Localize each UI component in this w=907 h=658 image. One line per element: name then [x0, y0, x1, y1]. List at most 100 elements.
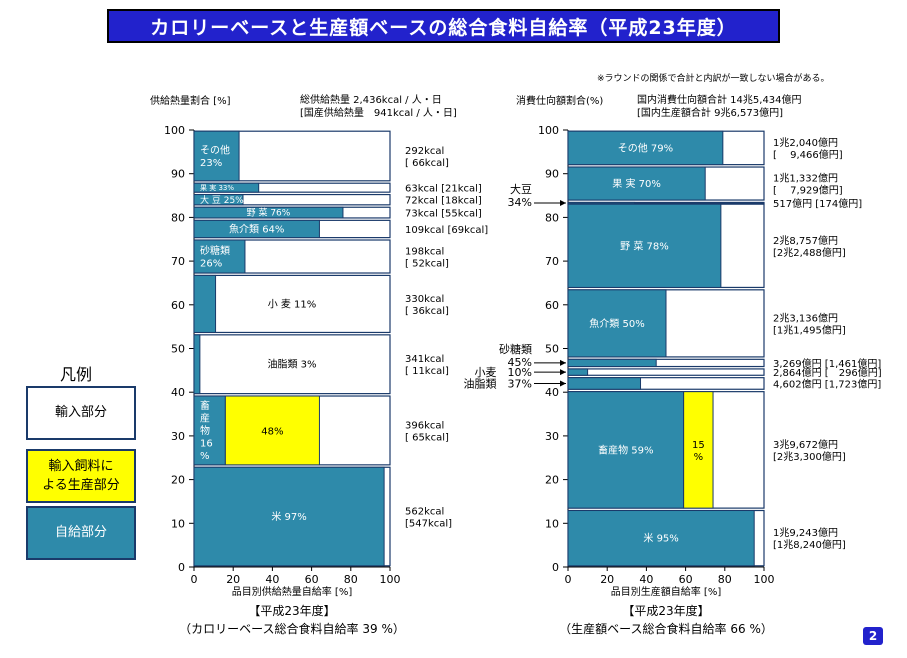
chart1-bar-2-value-1: 396kcal: [405, 420, 444, 431]
chart1-bar-9-label: 果 実 33%: [200, 183, 234, 192]
chart1-bar-5-label: 砂糖類 26%: [200, 244, 230, 270]
chart2-bar-4-import: [567, 368, 765, 376]
chart1-bar-3-value-2: [ 11kcal]: [405, 366, 449, 377]
chart1-bar-10-value-1: 292kcal: [405, 146, 444, 157]
chart1-ytick-label: 20: [171, 474, 185, 487]
chart2-ylabel: 消費仕向額割合(%): [516, 94, 603, 107]
chart2-footer-rate: （生産額ベース総合食料自給率 66 %）: [559, 621, 773, 636]
chart2-bar-2-self: [567, 391, 685, 509]
chart2-bar-9-value-1: 1兆1,332億円: [773, 172, 838, 185]
chart2-bar-10-value-2: [ 9,466億円]: [773, 148, 843, 161]
chart1-bar-10-value-2: [ 66kcal]: [405, 158, 449, 169]
chart2-ytick-label: 60: [545, 299, 559, 312]
page-number: 2: [863, 627, 883, 645]
chart1-bar-6-self: [193, 219, 320, 239]
chart2-bar-5-ext-label: 砂糖類 45%: [499, 342, 532, 369]
chart2-ytick-label: 20: [545, 474, 559, 487]
chart2-bar-1-value-1: 1兆9,243億円: [773, 526, 838, 539]
chart1-xtick-label: 40: [265, 573, 279, 586]
chart1-bar-9-value-1: 63kcal [21kcal]: [405, 184, 482, 195]
chart2-bar-10-label: その他 79%: [618, 141, 673, 154]
chart2-ytick-label: 80: [545, 211, 559, 224]
chart2-bar-9-value-2: [ 7,929億円]: [773, 184, 843, 197]
chart2-bar-2-feed-label: 15%: [692, 440, 705, 463]
chart1-bar-10-label: その他 23%: [200, 143, 230, 169]
chart1-bar-4-self: [193, 274, 217, 333]
chart1-bar-5-self: [193, 239, 246, 274]
chart2-bar-7-self: [567, 203, 722, 288]
chart2-xtick-label: 100: [754, 573, 775, 586]
chart2-xtick-label: 80: [718, 573, 732, 586]
chart2-ytick-label: 100: [538, 124, 559, 137]
chart2-bar-6-value-1: 2兆3,136億円: [773, 311, 838, 324]
chart1-bar-9-self: [193, 182, 260, 193]
chart2-bar-2-feed: [683, 391, 714, 509]
chart1-bar-5-value-1: 198kcal: [405, 247, 444, 258]
chart2-bar-1-label: 米 95%: [643, 532, 678, 545]
legend-import-label: 輸入部分: [54, 405, 107, 421]
chart1-xtick-label: 20: [226, 573, 240, 586]
chart1-ytick-label: 50: [171, 343, 185, 356]
chart2-bar-5-self: [567, 358, 657, 368]
chart2-bar-4-value-1: 2,864億円 [ 296億円]: [773, 366, 882, 379]
chart1-bar-8-label: 大 豆 25%: [200, 194, 244, 206]
chart1-bar-2-feed: [224, 395, 320, 466]
chart2-bar-2-value-2: [2兆3,300億円]: [773, 450, 846, 463]
chart2-bar-6-label: 魚介類 50%: [589, 317, 644, 330]
chart1-ytick-label: 0: [178, 561, 185, 574]
legend-import: 輸入部分: [26, 386, 136, 440]
chart2-bar-8-self: [567, 201, 636, 205]
chart1-total-line-2: [国産供給熱量 941kcal / 人・日]: [300, 106, 457, 119]
legend-self: 自給部分: [26, 506, 136, 560]
chart2-xlabel: 品目別生産額自給率 [%]: [611, 585, 722, 598]
chart2-bar-3-self: [567, 377, 642, 390]
chart1-ylabel: 供給熱量割合 [%]: [150, 94, 231, 107]
chart2-bar-8-ext-label: 大豆 34%: [508, 182, 532, 209]
chart2-bar-8-value-1: 517億円 [174億円]: [773, 197, 862, 210]
chart1-ytick-label: 80: [171, 211, 185, 224]
chart1-bar-3-import: [193, 334, 391, 395]
chart2-bar-10-value-1: 1兆2,040億円: [773, 136, 838, 149]
chart2-bar-9-self: [567, 166, 706, 201]
rounding-note: ※ラウンドの関係で合計と内訳が一致しない場合がある。: [597, 74, 830, 84]
chart2-ytick-label: 70: [545, 255, 559, 268]
chart2-total-line-2: [国内生産額合計 9兆6,573億円]: [637, 106, 783, 119]
chart1-bar-8-value-1: 72kcal [18kcal]: [405, 196, 482, 207]
chart2-bar-6-self: [567, 289, 667, 358]
chart2-ytick-label: 50: [545, 343, 559, 356]
chart2-ytick-label: 30: [545, 430, 559, 443]
chart2-bar-2-label: 畜産物 59%: [598, 443, 653, 456]
chart2-bar-3-value-1: 4,602億円 [1,723億円]: [773, 377, 881, 390]
chart1-bar-6-value-1: 109kcal [69kcal]: [405, 225, 488, 236]
chart1-bar-6-label: 魚介類 64%: [229, 222, 284, 235]
chart1-footer-year: 【平成23年度】: [248, 603, 335, 618]
chart2-xtick-label: 40: [639, 573, 653, 586]
chart1-ytick-label: 40: [171, 386, 185, 399]
chart2-bar-5-value-1: 3,269億円 [1,461億円]: [773, 357, 881, 370]
legend-self-label: 自給部分: [54, 525, 107, 541]
chart1-ytick-label: 10: [171, 517, 185, 530]
chart2-footer-year: 【平成23年度】: [622, 603, 709, 618]
chart1-xtick-label: 100: [380, 573, 401, 586]
chart1-ytick-label: 60: [171, 299, 185, 312]
chart2-bar-3-ext-arrowhead: [560, 380, 566, 387]
chart2-ytick-label: 40: [545, 386, 559, 399]
chart2-xtick-label: 20: [600, 573, 614, 586]
chart2-bar-4-ext-arrowhead: [560, 369, 566, 376]
chart1-xtick-label: 80: [344, 573, 358, 586]
chart1-bar-4-value-1: 330kcal: [405, 294, 444, 305]
chart2-bar-7-label: 野 菜 78%: [620, 240, 669, 252]
chart2-ytick-label: 90: [545, 168, 559, 181]
chart1-bar-4-label: 小 麦 11%: [268, 298, 317, 310]
chart2-ytick-label: 0: [552, 561, 559, 574]
chart1-bar-7-label: 野 菜 76%: [247, 207, 291, 219]
chart2-bar-7-value-2: [2兆2,488億円]: [773, 246, 846, 259]
chart2-bar-10-self: [567, 130, 724, 166]
chart1-ytick-label: 90: [171, 168, 185, 181]
chart2-bar-1-self: [567, 510, 755, 567]
chart2-bar-4-ext-label: 小麦 10%: [475, 366, 532, 379]
legend-title: 凡例: [60, 365, 93, 384]
chart1-bar-5-value-2: [ 52kcal]: [405, 259, 449, 270]
chart1-xtick-label: 0: [191, 573, 198, 586]
